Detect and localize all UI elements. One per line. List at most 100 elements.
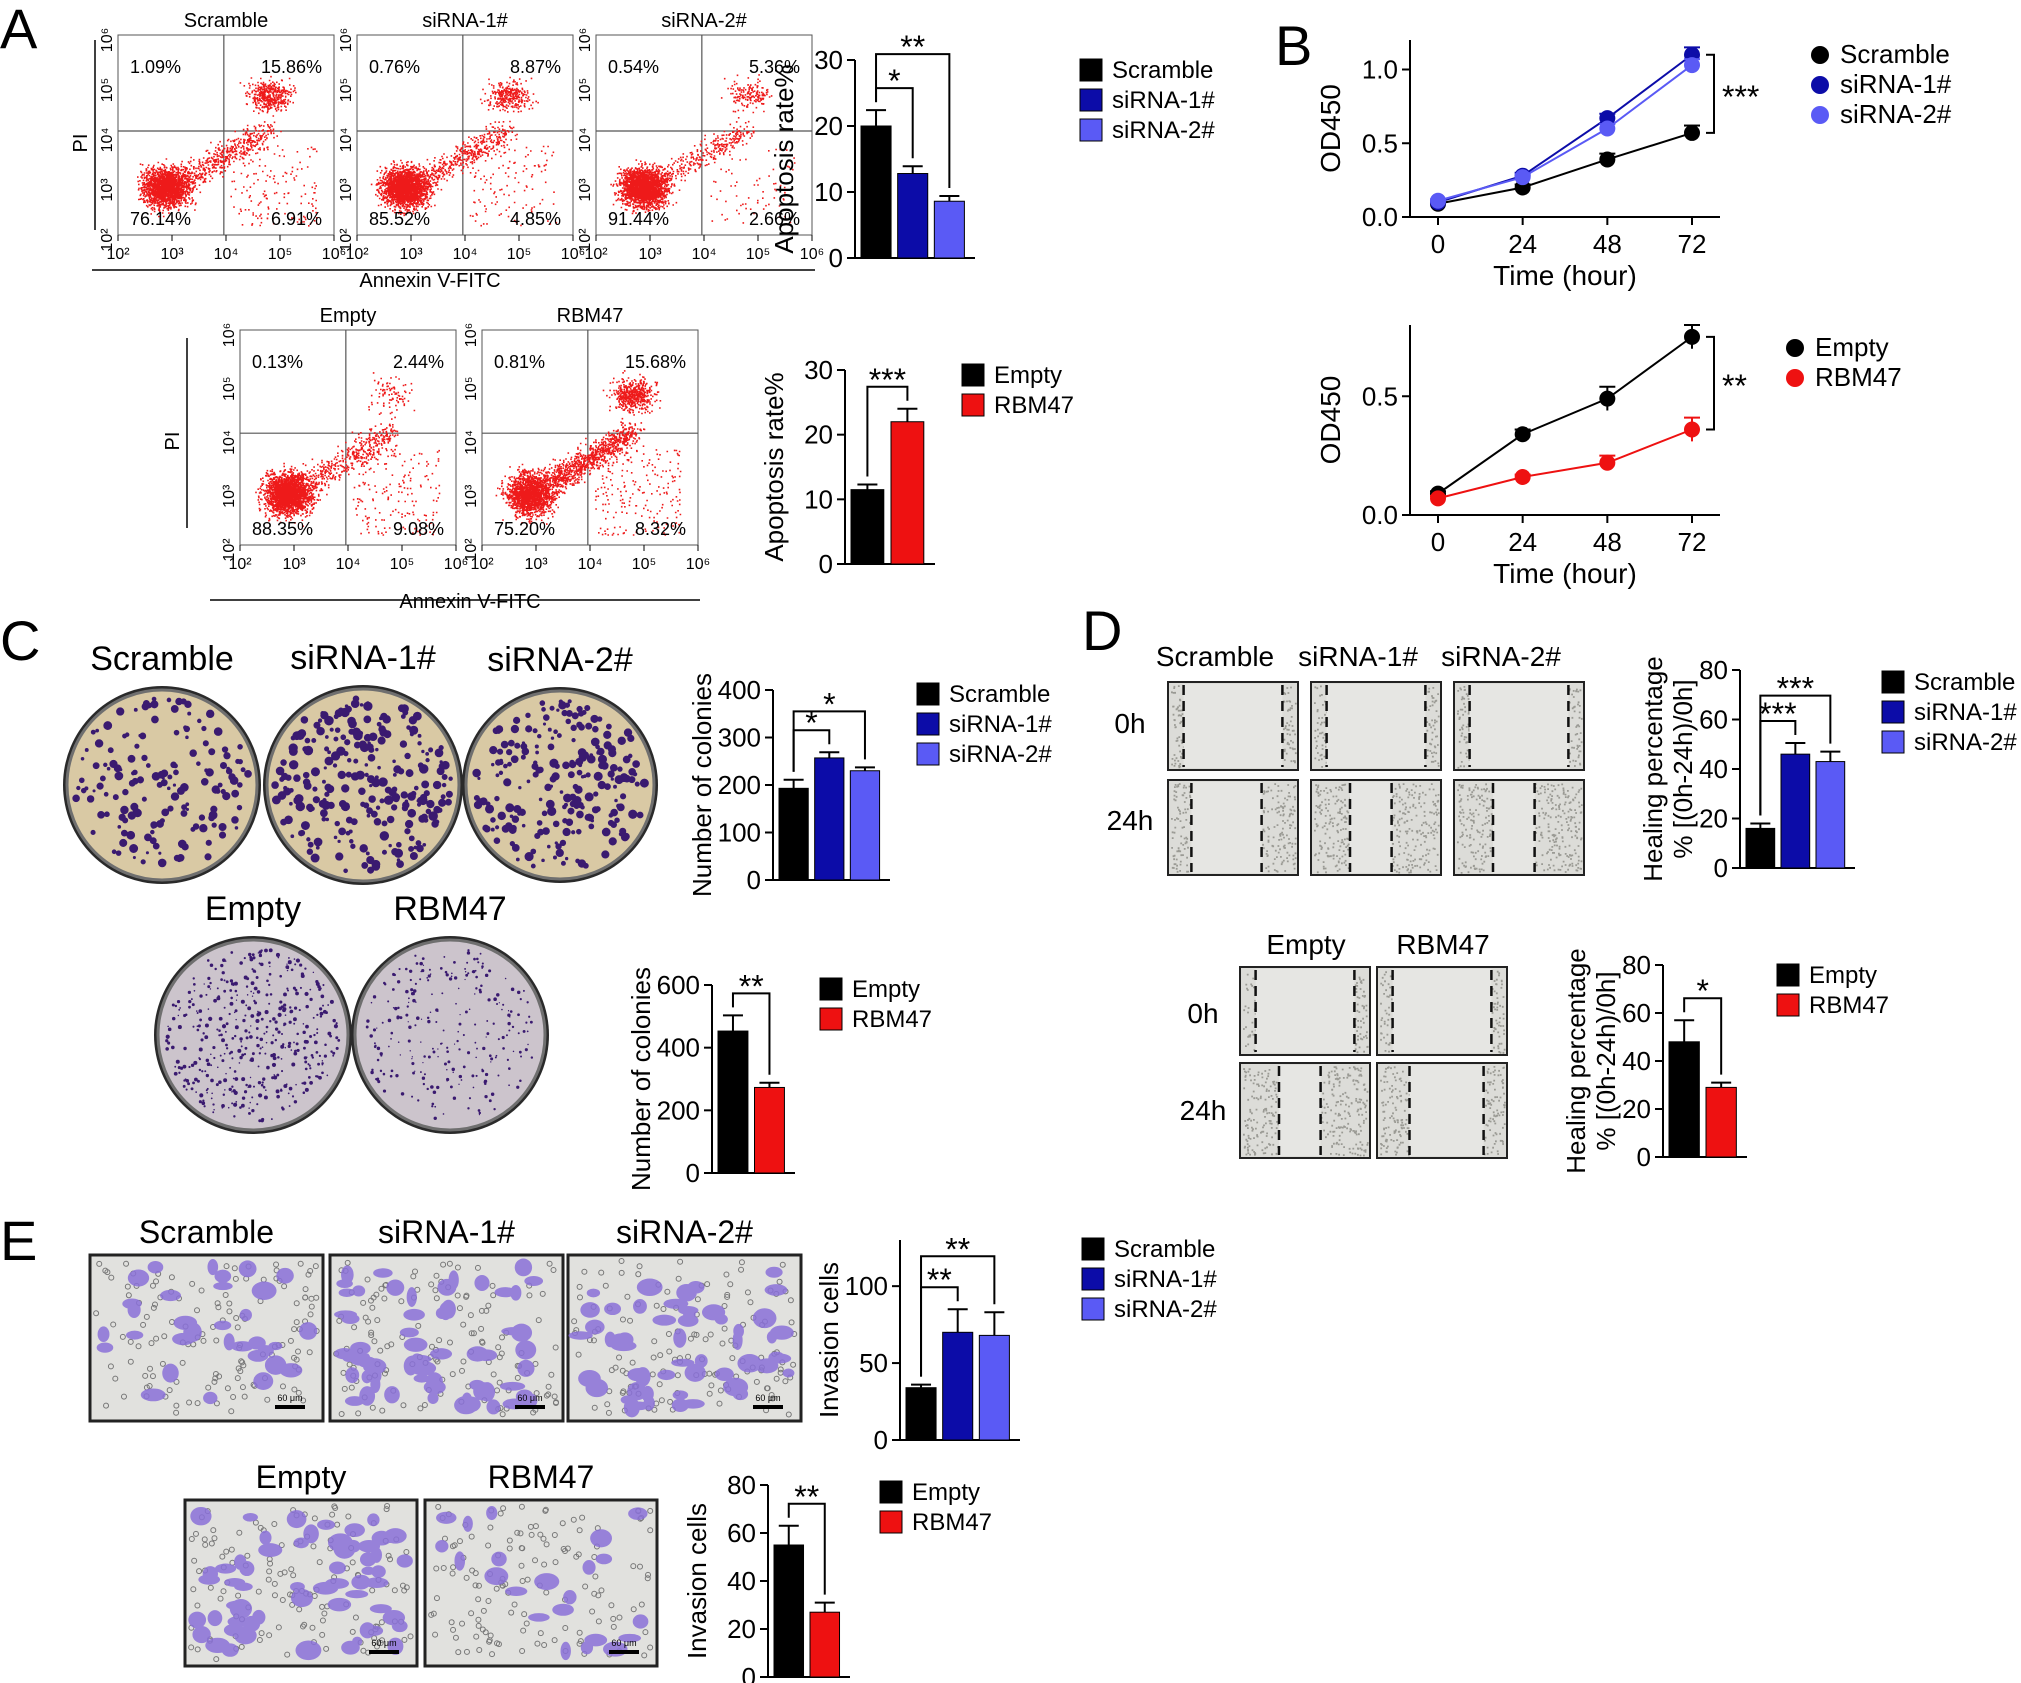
panel-label-B: B: [1275, 14, 1312, 77]
x-tick-label: 10⁶: [686, 556, 710, 573]
y-axis-title: Number of colonies: [687, 673, 717, 897]
wound-col-label: Empty: [1266, 929, 1345, 960]
wound-cells: [1457, 783, 1583, 874]
bar-siRNA-1#: [814, 757, 845, 881]
colony-plate: siRNA-1#: [263, 639, 463, 885]
y-tick-label: 20: [1699, 804, 1728, 834]
significance-label: **: [794, 1479, 819, 1515]
y-tick-label: 10⁶: [463, 323, 480, 347]
flow-plot-title: siRNA-2#: [661, 10, 747, 32]
wound-image: [1167, 779, 1299, 876]
bar-siRNA-2#: [849, 770, 881, 881]
y-tick-label: 10⁴: [99, 128, 116, 153]
y-tick-label: 10: [804, 484, 833, 514]
y-tick-label: 40: [727, 1566, 756, 1596]
x-tick-label: 24: [1508, 229, 1537, 259]
y-axis-title: Invasion cells: [682, 1503, 712, 1659]
wound-image: [1310, 779, 1442, 876]
legend-swatch: [1081, 1267, 1105, 1291]
significance-bracket: [866, 385, 909, 477]
x-axis-title: Time (hour): [1493, 260, 1637, 291]
data-point: [1430, 490, 1446, 507]
y-tick-label: 0.5: [1362, 381, 1398, 411]
wound-row-label: 24h: [1180, 1095, 1227, 1126]
legend-label: Scramble: [1114, 1236, 1215, 1263]
y-tick-label: 10³: [577, 178, 594, 202]
y-tick-label: 0: [819, 549, 833, 579]
panel-label-D: D: [1082, 599, 1122, 662]
legend-swatch: [819, 977, 843, 1001]
legend-swatch: [879, 1480, 903, 1504]
legend-label: Empty: [1809, 962, 1877, 989]
plate-label: siRNA-1#: [290, 639, 436, 677]
y-tick-label: 0: [742, 1662, 756, 1683]
legend-swatch: [1079, 118, 1103, 142]
bar-Scramble: [905, 1387, 937, 1441]
wound-gap: [1191, 782, 1262, 873]
x-tick-label: 72: [1678, 229, 1707, 259]
line-chart: 0.0 0.5 1.0 0 24 48 72 Time (hour) OD450 *** Scram…: [1315, 39, 1952, 291]
y-tick-label: 0.5: [1362, 128, 1398, 158]
flow-axis-x-title: Annexin V-FITC: [399, 591, 540, 613]
y-tick-label: 0: [829, 243, 843, 273]
data-point: [1684, 421, 1700, 438]
significance-bracket: [792, 710, 866, 772]
y-tick-label: 1.0: [1362, 55, 1398, 85]
wound-cells: [1380, 1066, 1506, 1157]
wound-gap: [1493, 782, 1535, 873]
x-tick-label: 10³: [638, 246, 662, 263]
invasion-image: Empty 60 μm: [183, 1459, 419, 1668]
legend-marker: [1811, 106, 1829, 124]
invasion-label: Scramble: [139, 1214, 274, 1250]
quadrant-ur-value: 15.68%: [625, 352, 686, 372]
bar-RBM47: [809, 1611, 841, 1678]
legend-marker: [1811, 46, 1829, 64]
scale-bar-label: 60 μm: [371, 1638, 396, 1648]
legend-swatch: [1079, 88, 1103, 112]
plate-medium: [265, 687, 461, 883]
y-tick-label: 10²: [338, 228, 355, 252]
y-tick-label: 10⁶: [577, 28, 594, 52]
significance-label: *: [805, 705, 817, 741]
x-tick-label: 10⁴: [578, 556, 603, 573]
colony-dots: [271, 695, 453, 874]
quadrant-ll-value: 75.20%: [494, 519, 555, 539]
y-tick-label: 60: [727, 1518, 756, 1548]
flow-axis-x-title: Annexin V-FITC: [359, 270, 500, 292]
wound-cells: [1314, 783, 1440, 874]
legend-label: siRNA-1#: [1840, 69, 1952, 99]
x-tick-label: 48: [1593, 229, 1622, 259]
colony-plates: Scramble siRNA-1# siRNA-2# Empty RBM47: [63, 639, 658, 1134]
wound-gap: [1392, 969, 1492, 1053]
quadrant-ll-value: 76.14%: [130, 209, 191, 229]
y-tick-label: 10⁴: [577, 128, 594, 153]
significance-bracket: [1759, 694, 1832, 816]
panel-label-C: C: [0, 609, 40, 672]
quadrant-lr-value: 4.85%: [510, 209, 561, 229]
bar-Empty: [717, 1030, 749, 1174]
significance-label: *: [888, 63, 900, 99]
significance-bracket: [920, 1255, 996, 1377]
stained-cells: [96, 1258, 318, 1405]
y-axis-title: Healing percentage: [1638, 656, 1668, 882]
legend-label: Empty: [912, 1479, 980, 1506]
x-tick-label: 10⁵: [746, 246, 770, 263]
y-tick-label: 30: [814, 45, 843, 75]
legend-swatch: [1881, 730, 1905, 754]
wound-image: [1453, 779, 1585, 876]
wound-row-label: 0h: [1187, 998, 1218, 1029]
x-tick-label: 10³: [282, 556, 306, 573]
y-tick-label: 40: [1622, 1046, 1651, 1076]
y-tick-label: 10⁵: [99, 78, 116, 102]
wound-image: [1376, 966, 1508, 1056]
flow-dots: [610, 74, 796, 224]
y-tick-label: 10⁶: [99, 28, 116, 52]
stained-cells: [188, 1506, 413, 1661]
wound-gap: [1255, 969, 1355, 1053]
x-tick-label: 10⁴: [453, 246, 478, 263]
panel-label-E: E: [0, 1209, 37, 1272]
